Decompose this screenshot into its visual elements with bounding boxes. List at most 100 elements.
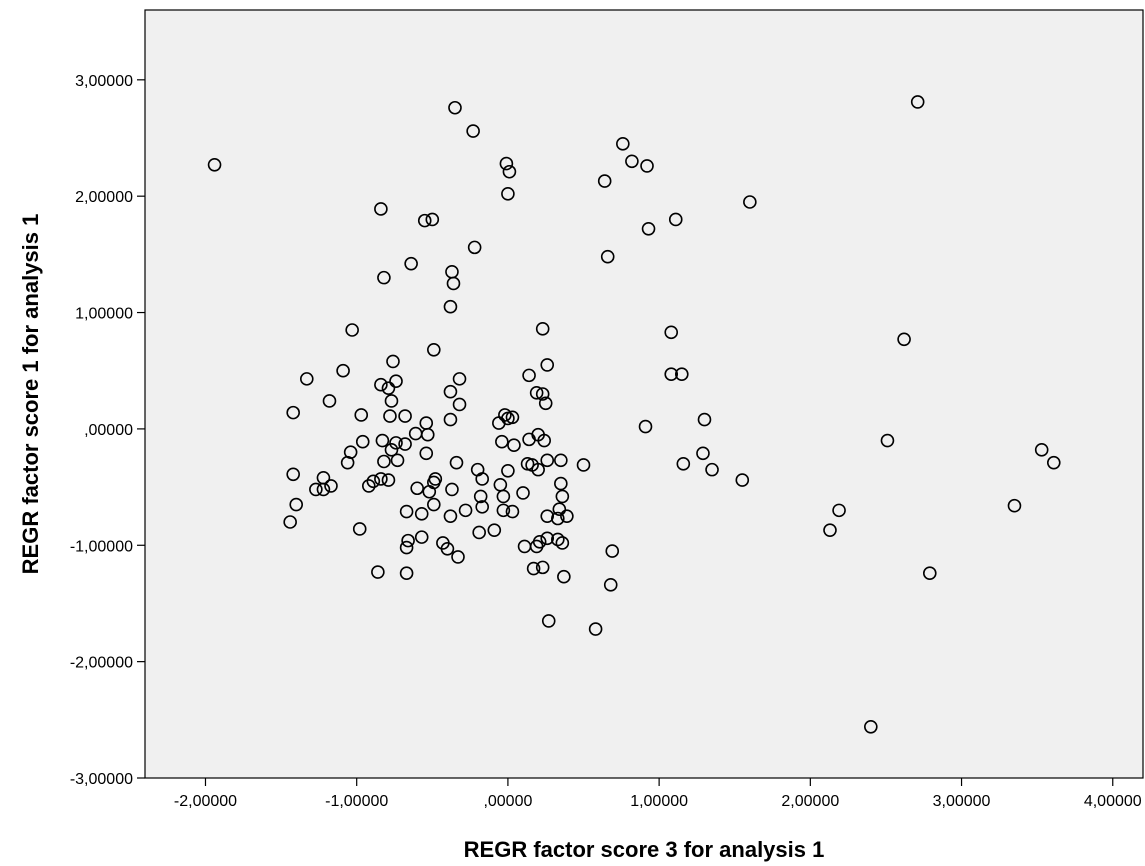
data-point bbox=[526, 561, 541, 576]
data-point bbox=[676, 457, 691, 471]
data-point bbox=[588, 622, 603, 636]
data-point bbox=[551, 511, 565, 526]
data-point bbox=[743, 195, 757, 209]
data-point bbox=[697, 412, 712, 427]
data-point bbox=[386, 354, 400, 369]
data-point bbox=[352, 522, 367, 536]
data-point bbox=[322, 394, 337, 408]
data-point bbox=[309, 482, 323, 497]
data-points bbox=[207, 95, 1061, 734]
y-axis: -3,00000 -2,00000 -1,00000 ,00000 1,00000 2,0… bbox=[70, 73, 145, 788]
data-point bbox=[384, 443, 399, 457]
data-point bbox=[557, 569, 571, 584]
y-tick-label: 2,00000 bbox=[75, 189, 133, 206]
data-point bbox=[597, 174, 612, 188]
data-point bbox=[600, 249, 615, 264]
data-point bbox=[555, 536, 570, 550]
data-point bbox=[603, 578, 618, 592]
data-point bbox=[355, 434, 370, 449]
data-point bbox=[443, 412, 458, 427]
data-point bbox=[529, 386, 544, 400]
data-point bbox=[495, 434, 509, 449]
x-tick-label: 3,00000 bbox=[933, 793, 991, 810]
data-point bbox=[340, 455, 355, 470]
x-tick-label: -1,00000 bbox=[325, 793, 388, 810]
data-point bbox=[535, 387, 550, 401]
x-tick-label: -2,00000 bbox=[174, 793, 237, 810]
data-point bbox=[398, 437, 412, 451]
data-point bbox=[475, 472, 490, 486]
data-point bbox=[467, 240, 482, 255]
data-point bbox=[445, 482, 459, 497]
data-point bbox=[531, 462, 545, 477]
y-tick-label: 1,00000 bbox=[75, 306, 133, 323]
data-point bbox=[540, 509, 555, 523]
data-point bbox=[554, 453, 568, 468]
x-tick-label: ,00000 bbox=[483, 793, 532, 810]
data-point bbox=[374, 202, 388, 216]
data-point bbox=[286, 467, 300, 482]
data-point bbox=[399, 566, 414, 581]
data-point bbox=[427, 342, 441, 357]
data-point bbox=[375, 433, 390, 448]
data-point bbox=[440, 541, 455, 556]
data-point bbox=[398, 409, 412, 423]
data-point bbox=[505, 410, 520, 425]
data-point bbox=[1034, 443, 1049, 457]
data-point bbox=[399, 504, 414, 519]
data-point bbox=[443, 299, 458, 314]
data-point bbox=[449, 455, 464, 470]
data-point bbox=[705, 462, 719, 477]
data-point bbox=[696, 446, 710, 461]
data-point bbox=[425, 212, 440, 227]
data-point bbox=[452, 372, 467, 386]
data-point bbox=[535, 322, 550, 336]
data-point bbox=[507, 438, 521, 453]
data-point bbox=[735, 473, 750, 487]
data-point bbox=[345, 323, 359, 337]
data-point bbox=[910, 95, 925, 109]
data-point bbox=[371, 565, 385, 579]
data-point bbox=[897, 332, 911, 347]
data-point bbox=[390, 453, 405, 468]
data-point bbox=[374, 377, 388, 392]
data-point bbox=[522, 368, 536, 383]
data-point bbox=[552, 502, 567, 517]
data-point bbox=[664, 367, 679, 382]
data-point bbox=[448, 100, 462, 115]
data-point bbox=[502, 164, 517, 179]
data-point bbox=[381, 381, 396, 395]
data-point bbox=[537, 433, 552, 448]
data-point bbox=[361, 479, 376, 493]
data-point bbox=[487, 523, 502, 537]
data-point bbox=[283, 515, 297, 529]
y-tick-label: -3,00000 bbox=[70, 771, 133, 788]
data-point bbox=[880, 433, 895, 448]
data-point bbox=[864, 719, 878, 734]
data-point bbox=[541, 614, 556, 628]
data-point bbox=[638, 419, 653, 434]
data-point bbox=[289, 497, 304, 512]
data-point bbox=[299, 372, 314, 386]
y-tick-label: ,00000 bbox=[84, 422, 133, 439]
data-point bbox=[496, 489, 511, 504]
data-point bbox=[324, 479, 338, 493]
x-tick-label: 1,00000 bbox=[630, 793, 688, 810]
data-point bbox=[499, 156, 514, 171]
data-point bbox=[443, 509, 458, 523]
data-point bbox=[366, 474, 381, 489]
data-point bbox=[625, 154, 639, 169]
data-point bbox=[560, 509, 574, 523]
data-point bbox=[466, 124, 480, 138]
data-point bbox=[475, 500, 490, 514]
data-point bbox=[377, 454, 391, 469]
data-point bbox=[501, 463, 515, 478]
data-point bbox=[496, 503, 511, 518]
data-point bbox=[922, 566, 937, 581]
data-point bbox=[823, 523, 837, 537]
data-point bbox=[641, 221, 656, 236]
data-point bbox=[675, 367, 689, 382]
data-point bbox=[419, 446, 434, 461]
x-axis: -2,00000 -1,00000 ,00000 1,00000 2,00000 3,00… bbox=[174, 778, 1142, 810]
